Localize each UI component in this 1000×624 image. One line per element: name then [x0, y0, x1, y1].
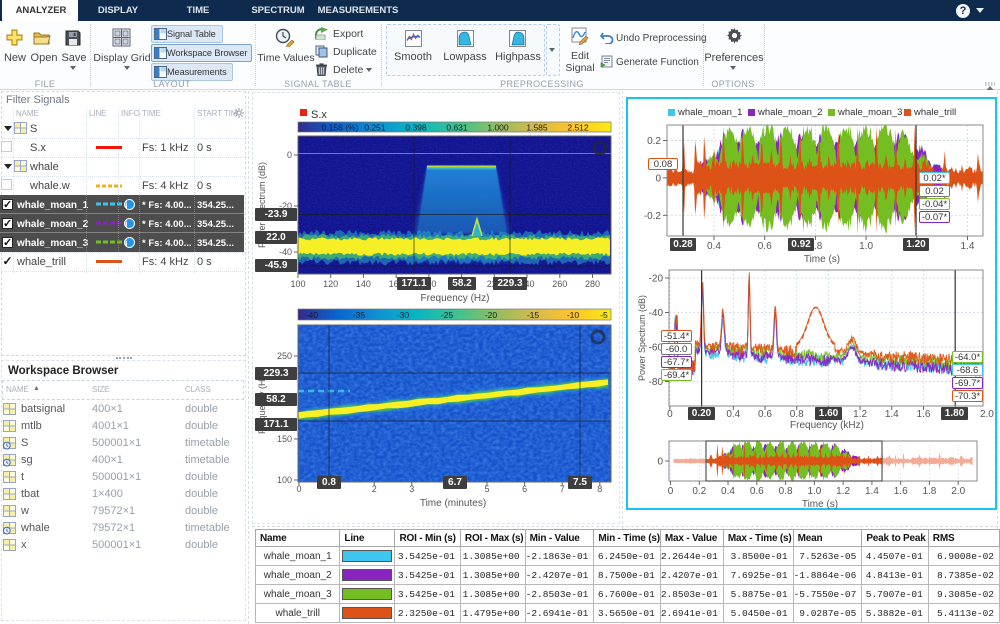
svg-text:0.4: 0.4: [721, 486, 735, 497]
svg-text:-5: -5: [600, 310, 608, 320]
svg-text:0: 0: [296, 484, 301, 494]
svg-text:-30: -30: [397, 310, 410, 320]
svg-text:1.4: 1.4: [865, 486, 879, 497]
svg-text:0.2: 0.2: [692, 486, 706, 497]
svg-text:2.0: 2.0: [980, 409, 994, 420]
svg-text:1.6: 1.6: [917, 409, 931, 420]
svg-text:1.0: 1.0: [859, 241, 873, 252]
svg-text:-10: -10: [567, 310, 580, 320]
svg-text:0: 0: [655, 173, 661, 184]
svg-text:-20: -20: [485, 310, 498, 320]
svg-text:0.6: 0.6: [758, 241, 772, 252]
svg-text:-80: -80: [649, 377, 664, 388]
svg-text:0.398: 0.398: [405, 123, 427, 133]
svg-text:-40: -40: [279, 247, 292, 257]
svg-text:280: 280: [585, 279, 600, 289]
svg-text:0.158 (%): 0.158 (%): [322, 123, 359, 133]
svg-text:1.2: 1.2: [836, 486, 850, 497]
svg-text:Time (s): Time (s): [804, 254, 840, 265]
svg-text:Time (s): Time (s): [802, 499, 838, 510]
svg-text:0.6: 0.6: [750, 486, 764, 497]
svg-text:-25: -25: [441, 310, 454, 320]
svg-text:3: 3: [409, 484, 414, 494]
svg-text:150: 150: [277, 434, 292, 444]
svg-text:8: 8: [597, 484, 602, 494]
svg-text:100: 100: [290, 279, 305, 289]
svg-text:-20: -20: [649, 274, 664, 285]
svg-text:260: 260: [552, 279, 567, 289]
svg-text:0.4: 0.4: [707, 241, 721, 252]
svg-text:-20: -20: [279, 201, 292, 211]
svg-text:0: 0: [657, 457, 663, 468]
svg-text:0.8: 0.8: [779, 486, 793, 497]
svg-text:Power Spectrum (dB): Power Spectrum (dB): [257, 162, 267, 248]
svg-text:1.4: 1.4: [961, 241, 975, 252]
svg-text:0.8: 0.8: [808, 241, 822, 252]
svg-text:160: 160: [389, 279, 404, 289]
svg-text:140: 140: [356, 279, 371, 289]
svg-text:1.4: 1.4: [885, 409, 899, 420]
svg-text:-15: -15: [527, 310, 540, 320]
svg-text:2.0: 2.0: [951, 486, 965, 497]
svg-text:1.2: 1.2: [853, 409, 867, 420]
svg-text:1.000: 1.000: [487, 123, 509, 133]
svg-text:Time (minutes): Time (minutes): [420, 498, 486, 509]
svg-text:Frequency (Hz): Frequency (Hz): [421, 293, 490, 304]
svg-text:1.8: 1.8: [922, 486, 936, 497]
svg-text:0.8: 0.8: [790, 409, 804, 420]
svg-text:5: 5: [484, 484, 489, 494]
svg-text:240: 240: [519, 279, 534, 289]
svg-text:-60: -60: [649, 343, 664, 354]
svg-text:0: 0: [667, 409, 673, 420]
svg-text:0.251: 0.251: [364, 123, 386, 133]
svg-text:0.4: 0.4: [726, 409, 740, 420]
svg-text:0: 0: [668, 486, 674, 497]
svg-text:2: 2: [372, 484, 377, 494]
svg-text:6: 6: [522, 484, 527, 494]
svg-text:7: 7: [560, 484, 565, 494]
svg-text:Frequency (kHz): Frequency (kHz): [790, 420, 864, 431]
svg-text:-35: -35: [353, 310, 366, 320]
svg-text:0.6: 0.6: [758, 409, 772, 420]
svg-text:Power Spectrum (dB): Power Spectrum (dB): [637, 295, 647, 381]
svg-text:120: 120: [323, 279, 338, 289]
svg-text:0.2: 0.2: [647, 136, 661, 147]
svg-text:S.x: S.x: [311, 109, 327, 121]
svg-text:1.585: 1.585: [526, 123, 548, 133]
svg-text:0.631: 0.631: [446, 123, 468, 133]
svg-text:1.6: 1.6: [894, 486, 908, 497]
svg-text:2.512: 2.512: [567, 123, 589, 133]
svg-text:1.0: 1.0: [807, 486, 821, 497]
svg-text:-40: -40: [306, 310, 319, 320]
svg-text:250: 250: [277, 351, 292, 361]
svg-text:100: 100: [277, 475, 292, 485]
svg-text:0: 0: [287, 150, 292, 160]
svg-text:-0.2: -0.2: [644, 211, 662, 222]
svg-text:-40: -40: [649, 308, 664, 319]
